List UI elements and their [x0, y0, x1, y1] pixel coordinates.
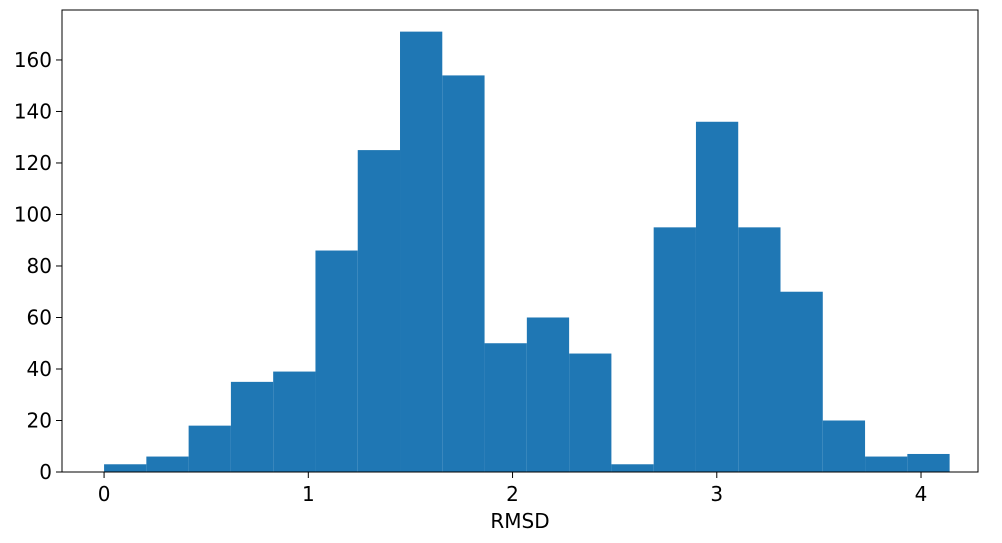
- y-tick-label: 140: [14, 99, 52, 123]
- plot-frame: [61, 9, 979, 473]
- y-tick-label: 60: [27, 305, 52, 329]
- x-tick-label: 4: [915, 482, 928, 506]
- bar: [738, 227, 781, 472]
- y-tick-label: 0: [39, 460, 52, 484]
- bar: [569, 353, 612, 472]
- bar: [188, 425, 231, 472]
- bar: [780, 291, 823, 472]
- bar: [442, 75, 485, 472]
- bar: [230, 381, 274, 472]
- x-tick-label: 3: [710, 482, 723, 506]
- bar: [695, 121, 739, 473]
- bar: [400, 31, 443, 472]
- x-tick-label: 0: [98, 482, 111, 506]
- bar: [653, 227, 696, 472]
- y-tick-label: 120: [14, 151, 52, 175]
- y-tick-label: 160: [14, 48, 52, 72]
- bar: [273, 371, 316, 472]
- bar: [357, 150, 401, 473]
- x-tick-label: 1: [302, 482, 315, 506]
- bar: [104, 464, 147, 472]
- y-tick-label: 100: [14, 202, 52, 226]
- x-axis-label: RMSD: [490, 509, 549, 533]
- y-tick-label: 80: [27, 254, 52, 278]
- y-tick-label: 40: [27, 357, 52, 381]
- bar: [484, 343, 527, 472]
- bar: [146, 456, 189, 472]
- bar: [526, 317, 570, 472]
- bar: [822, 420, 866, 472]
- bar: [611, 464, 654, 472]
- bar: [907, 453, 950, 472]
- x-tick-label: 2: [506, 482, 519, 506]
- y-tick-label: 20: [27, 408, 52, 432]
- bar: [315, 250, 358, 472]
- bar: [865, 456, 908, 472]
